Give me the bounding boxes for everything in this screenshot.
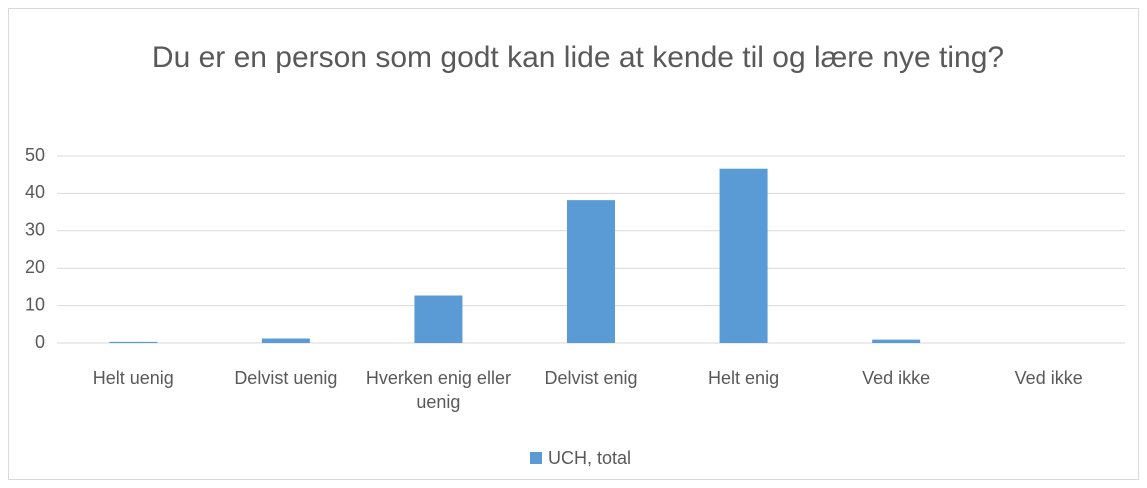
bar [719,168,768,343]
y-tick-label: 30 [25,220,45,240]
x-tick-label: Helt uenig [92,368,174,388]
y-tick-label: 20 [25,257,45,277]
x-tick-label: Ved ikke [1014,368,1083,388]
x-tick-label: Helt enig [708,368,780,388]
legend-label: UCH, total [548,448,631,468]
bar [414,295,463,343]
bar [567,200,615,343]
x-tick-label: Delvist uenig [234,368,338,388]
y-tick-label: 0 [35,332,45,352]
legend-swatch [530,452,542,464]
y-tick-label: 40 [25,182,45,202]
y-tick-label: 10 [25,294,45,314]
x-tick-label: Ved ikke [862,368,931,388]
y-tick-label: 50 [25,145,45,165]
chart-title: Du er en person som godt kan lide at ken… [151,41,1005,74]
bar [872,339,921,343]
x-tick-label: Hverken enig eller uenig [365,368,511,412]
bar [261,338,310,343]
x-tick-label: Delvist enig [544,368,638,388]
bar [109,341,158,343]
